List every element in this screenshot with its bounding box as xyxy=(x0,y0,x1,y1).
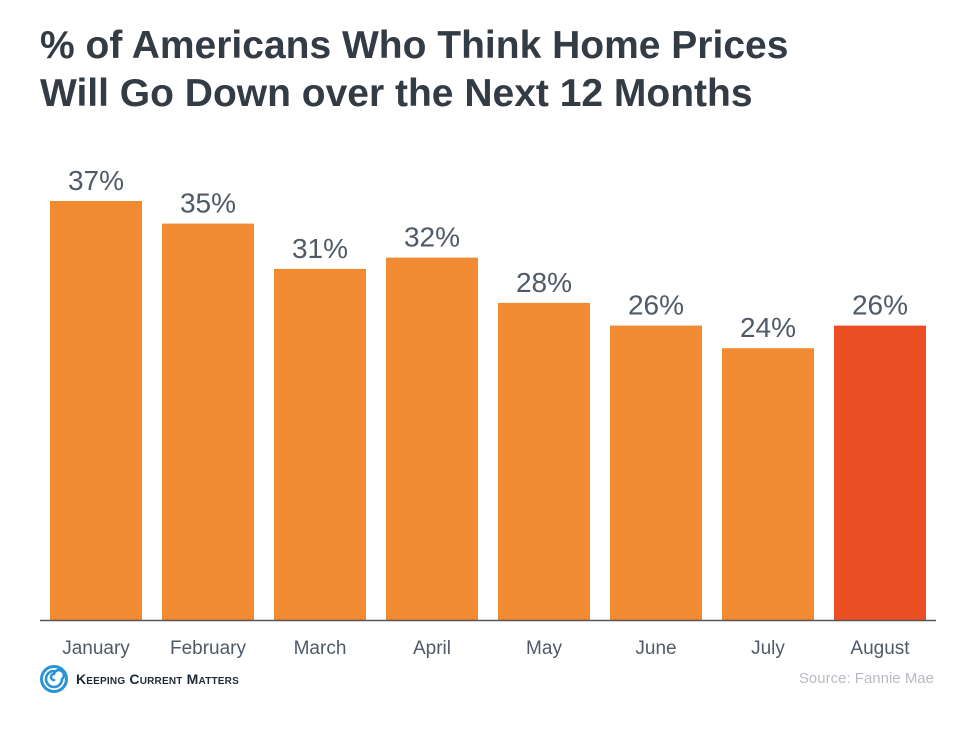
chart-title: % of Americans Who Think Home Prices Wil… xyxy=(40,22,940,118)
category-label-may: May xyxy=(526,638,562,659)
category-label-january: January xyxy=(62,638,130,659)
bar-february xyxy=(162,223,254,620)
value-label-august: 26% xyxy=(852,290,908,321)
kcm-logo-text: Keeping Current Matters xyxy=(76,671,239,687)
value-label-march: 31% xyxy=(292,233,348,264)
value-label-june: 26% xyxy=(628,290,684,321)
value-label-april: 32% xyxy=(404,222,460,253)
chart-title-line-2: Will Go Down over the Next 12 Months xyxy=(40,72,753,115)
bar-january xyxy=(50,201,142,620)
value-label-february: 35% xyxy=(180,188,236,219)
category-label-july: July xyxy=(751,638,785,659)
category-label-june: June xyxy=(635,638,676,659)
value-label-january: 37% xyxy=(68,165,124,196)
category-label-march: March xyxy=(294,638,347,659)
value-label-may: 28% xyxy=(516,267,572,298)
bar-august xyxy=(834,325,926,620)
bar-march xyxy=(274,268,366,620)
chart-title-line-1: % of Americans Who Think Home Prices xyxy=(40,24,789,67)
bar-april xyxy=(386,257,478,620)
kcm-swirl-icon xyxy=(40,665,68,693)
value-labels-group: 37% 35% 31% 32% 28% 26% 24% 26% xyxy=(68,165,908,343)
bars-group xyxy=(50,201,926,620)
category-label-august: August xyxy=(850,638,910,659)
category-label-april: April xyxy=(413,638,451,659)
bar-june xyxy=(610,325,702,620)
value-label-july: 24% xyxy=(740,312,796,343)
source-note: Source: Fannie Mae xyxy=(798,670,934,687)
bar-july xyxy=(722,348,814,620)
category-labels-group: January February March April May June July Augu… xyxy=(62,638,910,659)
bar-may xyxy=(498,302,590,620)
category-label-february: February xyxy=(170,638,247,659)
kcm-logo: Keeping Current Matters xyxy=(40,664,239,694)
